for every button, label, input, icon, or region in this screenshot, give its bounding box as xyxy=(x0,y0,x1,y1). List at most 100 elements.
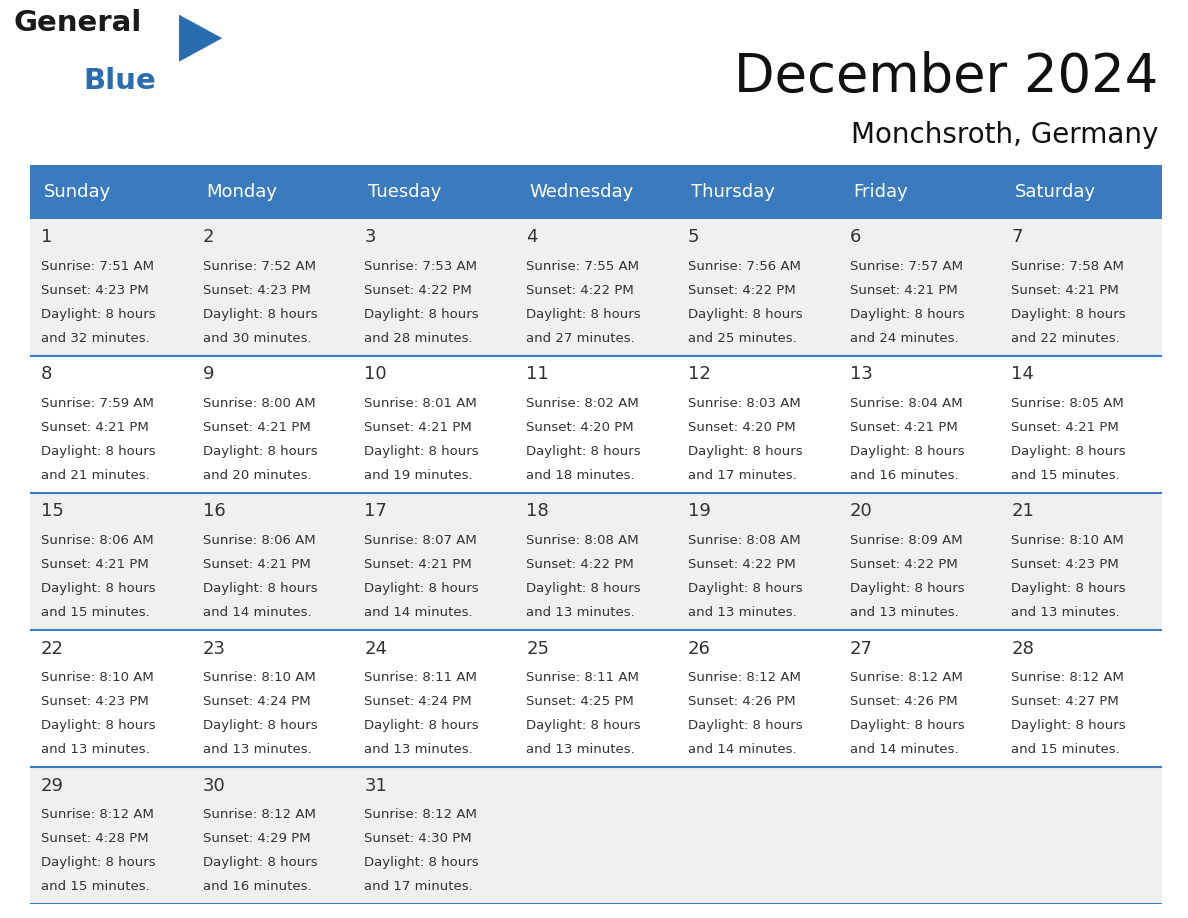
Bar xyxy=(191,218,353,355)
Text: Daylight: 8 hours: Daylight: 8 hours xyxy=(849,444,965,458)
Text: and 17 minutes.: and 17 minutes. xyxy=(365,880,473,893)
Text: 6: 6 xyxy=(849,228,861,246)
Text: and 22 minutes.: and 22 minutes. xyxy=(1011,331,1120,344)
Text: and 14 minutes.: and 14 minutes. xyxy=(688,743,797,756)
Text: 16: 16 xyxy=(203,502,226,521)
Text: Sunrise: 8:10 AM: Sunrise: 8:10 AM xyxy=(1011,534,1124,547)
Bar xyxy=(1000,355,1162,493)
Text: Sunrise: 8:06 AM: Sunrise: 8:06 AM xyxy=(203,534,315,547)
Text: and 20 minutes.: and 20 minutes. xyxy=(203,469,311,482)
Bar xyxy=(839,165,1000,218)
Text: 27: 27 xyxy=(849,640,873,657)
Bar xyxy=(30,355,191,493)
Text: and 16 minutes.: and 16 minutes. xyxy=(849,469,959,482)
Text: Daylight: 8 hours: Daylight: 8 hours xyxy=(526,719,640,732)
Text: Sunrise: 7:57 AM: Sunrise: 7:57 AM xyxy=(849,260,962,273)
Bar xyxy=(353,355,514,493)
Bar xyxy=(191,165,353,218)
Text: and 30 minutes.: and 30 minutes. xyxy=(203,331,311,344)
Text: Friday: Friday xyxy=(853,183,908,201)
Text: Sunset: 4:21 PM: Sunset: 4:21 PM xyxy=(42,558,148,571)
Text: 22: 22 xyxy=(42,640,64,657)
Text: Daylight: 8 hours: Daylight: 8 hours xyxy=(849,582,965,595)
Text: and 15 minutes.: and 15 minutes. xyxy=(1011,469,1120,482)
Text: Sunrise: 7:51 AM: Sunrise: 7:51 AM xyxy=(42,260,154,273)
Bar xyxy=(514,630,677,767)
Bar xyxy=(191,355,353,493)
Text: Daylight: 8 hours: Daylight: 8 hours xyxy=(203,582,317,595)
Text: Sunrise: 8:09 AM: Sunrise: 8:09 AM xyxy=(849,534,962,547)
Text: and 13 minutes.: and 13 minutes. xyxy=(849,606,959,619)
Text: Sunset: 4:21 PM: Sunset: 4:21 PM xyxy=(365,558,473,571)
Text: Sunrise: 8:12 AM: Sunrise: 8:12 AM xyxy=(365,808,478,822)
Text: Daylight: 8 hours: Daylight: 8 hours xyxy=(365,719,479,732)
Text: Daylight: 8 hours: Daylight: 8 hours xyxy=(526,308,640,320)
Text: and 28 minutes.: and 28 minutes. xyxy=(365,331,473,344)
Text: Sunrise: 8:12 AM: Sunrise: 8:12 AM xyxy=(42,808,154,822)
Text: Saturday: Saturday xyxy=(1015,183,1095,201)
Text: 23: 23 xyxy=(203,640,226,657)
Text: and 13 minutes.: and 13 minutes. xyxy=(365,743,473,756)
Text: Daylight: 8 hours: Daylight: 8 hours xyxy=(42,582,156,595)
Text: Sunrise: 8:03 AM: Sunrise: 8:03 AM xyxy=(688,397,801,409)
Bar xyxy=(514,218,677,355)
Text: Sunset: 4:21 PM: Sunset: 4:21 PM xyxy=(1011,420,1119,433)
Text: Sunset: 4:20 PM: Sunset: 4:20 PM xyxy=(526,420,634,433)
Text: Sunday: Sunday xyxy=(44,183,112,201)
Text: Sunset: 4:23 PM: Sunset: 4:23 PM xyxy=(42,695,148,708)
Text: Daylight: 8 hours: Daylight: 8 hours xyxy=(203,856,317,869)
Bar xyxy=(30,630,191,767)
Text: 13: 13 xyxy=(849,365,872,383)
Text: Blue: Blue xyxy=(83,67,157,95)
Text: Sunset: 4:21 PM: Sunset: 4:21 PM xyxy=(1011,284,1119,297)
Text: Sunset: 4:22 PM: Sunset: 4:22 PM xyxy=(849,558,958,571)
Text: and 13 minutes.: and 13 minutes. xyxy=(526,606,634,619)
Bar xyxy=(353,218,514,355)
Text: Daylight: 8 hours: Daylight: 8 hours xyxy=(1011,719,1126,732)
Text: Sunset: 4:23 PM: Sunset: 4:23 PM xyxy=(42,284,148,297)
Text: 20: 20 xyxy=(849,502,872,521)
Bar xyxy=(839,218,1000,355)
Text: and 18 minutes.: and 18 minutes. xyxy=(526,469,634,482)
Text: and 15 minutes.: and 15 minutes. xyxy=(42,880,150,893)
Bar xyxy=(839,630,1000,767)
Bar xyxy=(677,355,839,493)
Text: Thursday: Thursday xyxy=(691,183,775,201)
Text: Sunset: 4:22 PM: Sunset: 4:22 PM xyxy=(526,558,634,571)
Bar xyxy=(1000,767,1162,904)
Bar xyxy=(1000,165,1162,218)
Text: Sunset: 4:29 PM: Sunset: 4:29 PM xyxy=(203,833,310,845)
Bar xyxy=(191,630,353,767)
Text: Sunset: 4:26 PM: Sunset: 4:26 PM xyxy=(688,695,796,708)
Text: Sunrise: 8:00 AM: Sunrise: 8:00 AM xyxy=(203,397,315,409)
Text: Daylight: 8 hours: Daylight: 8 hours xyxy=(42,719,156,732)
Text: Daylight: 8 hours: Daylight: 8 hours xyxy=(688,719,803,732)
Text: 24: 24 xyxy=(365,640,387,657)
Bar xyxy=(839,355,1000,493)
Bar xyxy=(30,218,191,355)
Text: and 17 minutes.: and 17 minutes. xyxy=(688,469,797,482)
Text: Daylight: 8 hours: Daylight: 8 hours xyxy=(849,308,965,320)
Text: Sunrise: 8:11 AM: Sunrise: 8:11 AM xyxy=(526,671,639,684)
Text: Sunset: 4:30 PM: Sunset: 4:30 PM xyxy=(365,833,472,845)
Text: Sunrise: 7:53 AM: Sunrise: 7:53 AM xyxy=(365,260,478,273)
Text: and 13 minutes.: and 13 minutes. xyxy=(1011,606,1120,619)
Text: Sunset: 4:21 PM: Sunset: 4:21 PM xyxy=(42,420,148,433)
Text: Sunrise: 8:07 AM: Sunrise: 8:07 AM xyxy=(365,534,478,547)
Text: Daylight: 8 hours: Daylight: 8 hours xyxy=(203,719,317,732)
Text: 12: 12 xyxy=(688,365,710,383)
Bar xyxy=(677,165,839,218)
Text: Daylight: 8 hours: Daylight: 8 hours xyxy=(203,444,317,458)
Bar xyxy=(514,165,677,218)
Bar xyxy=(30,493,191,630)
Text: Sunset: 4:23 PM: Sunset: 4:23 PM xyxy=(1011,558,1119,571)
Text: Sunrise: 8:10 AM: Sunrise: 8:10 AM xyxy=(203,671,316,684)
Text: Sunset: 4:22 PM: Sunset: 4:22 PM xyxy=(688,558,796,571)
Text: Sunrise: 8:10 AM: Sunrise: 8:10 AM xyxy=(42,671,153,684)
Text: Sunset: 4:22 PM: Sunset: 4:22 PM xyxy=(526,284,634,297)
Text: 19: 19 xyxy=(688,502,710,521)
Text: Sunset: 4:24 PM: Sunset: 4:24 PM xyxy=(365,695,472,708)
Text: 5: 5 xyxy=(688,228,700,246)
Text: Sunset: 4:25 PM: Sunset: 4:25 PM xyxy=(526,695,634,708)
Text: Monday: Monday xyxy=(206,183,277,201)
